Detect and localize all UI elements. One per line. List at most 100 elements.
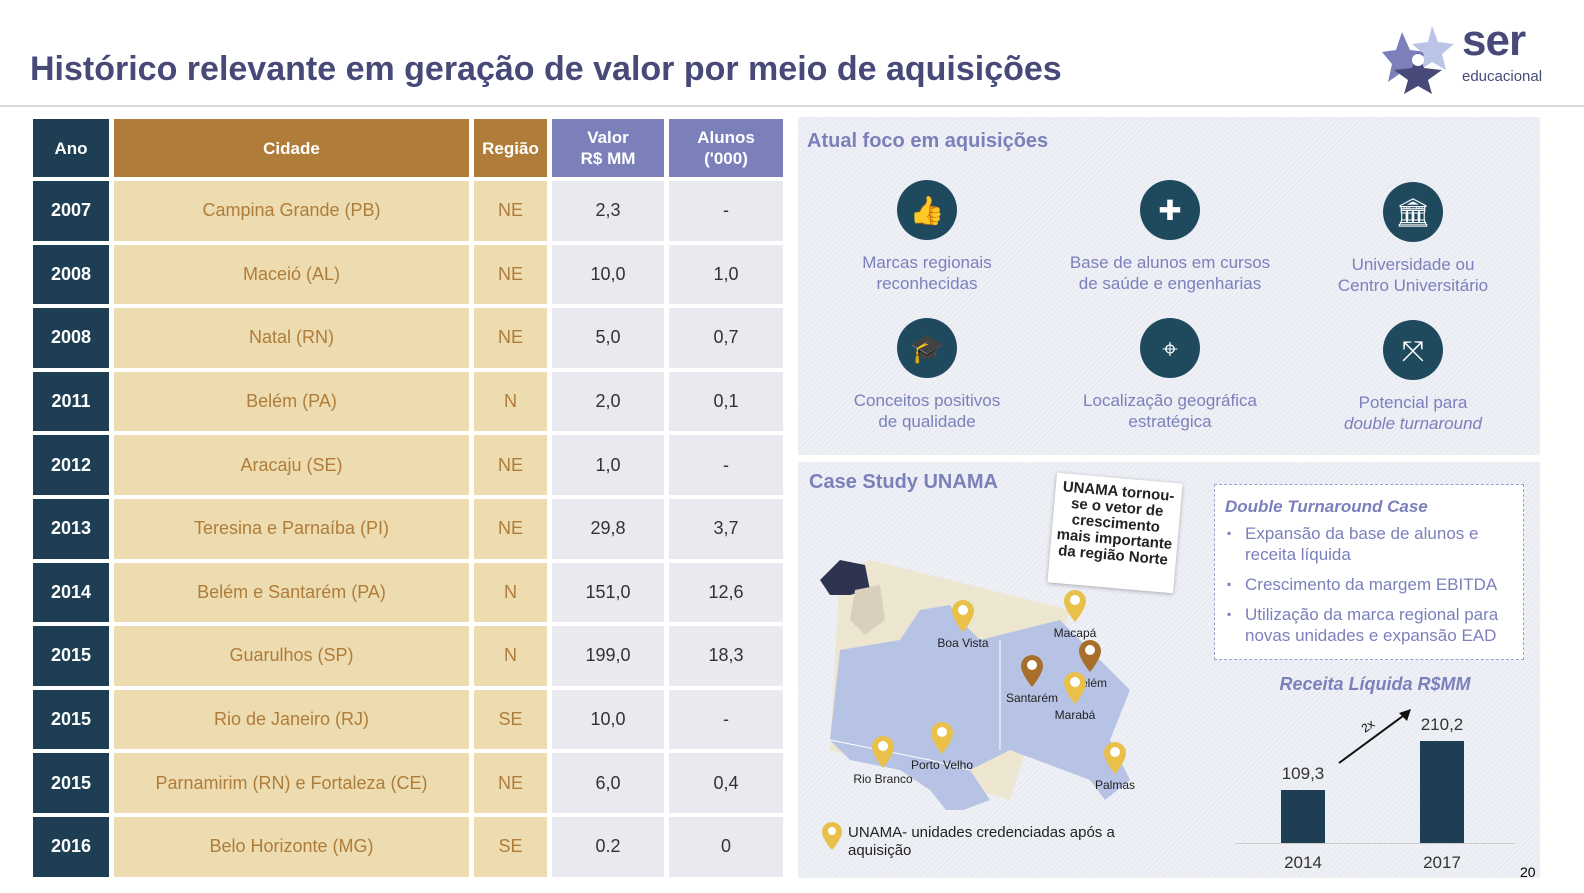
bar-2017 — [1420, 741, 1464, 843]
chart-baseline — [1235, 843, 1515, 844]
city-cell: Belém (PA) — [114, 371, 469, 432]
year-cell: 2015 — [33, 626, 109, 686]
region-cell: NE — [474, 308, 547, 368]
value-cell: 10,0 — [552, 244, 664, 305]
students-cell: - — [669, 689, 783, 750]
city-cell: Parnamirim (RN) e Fortaleza (CE) — [114, 753, 469, 813]
year-cell: 2012 — [33, 435, 109, 495]
data-label: 109,3 — [1281, 763, 1325, 783]
city-label: Belém — [1072, 676, 1107, 690]
expand-icon: ⤧ — [1383, 320, 1443, 380]
x-tick-label: 2017 — [1423, 853, 1461, 872]
ser-educacional-logo: ser educacional — [1382, 16, 1542, 94]
region-cell: NE — [474, 181, 547, 241]
star-logo-icon — [1382, 26, 1454, 94]
city-cell: Natal (RN) — [114, 308, 469, 368]
value-cell: 6,0 — [552, 753, 664, 813]
focus-label: Marcas regionais — [862, 253, 992, 272]
medical-icon: ✚ — [1140, 180, 1200, 240]
year-cell: 2016 — [33, 816, 109, 877]
city-cell: Belém e Santarém (PA) — [114, 562, 469, 623]
table-row: 2015 Guarulhos (SP) N 199,0 18,3 — [33, 626, 783, 686]
region-cell: N — [474, 626, 547, 686]
value-cell: 151,0 — [552, 562, 664, 623]
city-label: Boa Vista — [937, 636, 989, 650]
map-pin-icon — [952, 600, 974, 632]
focus-label: double turnaround — [1343, 414, 1482, 433]
table-row: 2015 Parnamirim (RN) e Fortaleza (CE) NE 6,… — [33, 753, 783, 813]
region-cell: NE — [474, 753, 547, 813]
focus-label: de qualidade — [878, 412, 976, 431]
city-pin: Porto Velho — [911, 722, 973, 772]
year-cell: 2015 — [33, 689, 109, 750]
title-divider — [0, 105, 1584, 107]
table-row: 2008 Maceió (AL) NE 10,0 1,0 — [33, 244, 783, 305]
students-cell: 1,0 — [669, 244, 783, 305]
city-pin: Marabá — [1055, 672, 1095, 722]
value-cell: 2,3 — [552, 181, 664, 241]
students-cell: 18,3 — [669, 626, 783, 686]
focus-label: reconhecidas — [876, 274, 978, 293]
focus-panel — [798, 117, 1540, 455]
region-cell: NE — [474, 244, 547, 305]
city-cell: Aracaju (SE) — [114, 435, 469, 495]
value-cell: 5,0 — [552, 308, 664, 368]
graduation-cap-icon: 🎓 — [897, 318, 957, 378]
arrow-label: 2x — [1359, 717, 1377, 736]
focus-item: 🎓 Conceitos positivos de qualidade — [807, 318, 1047, 432]
data-label: 210,2 — [1420, 715, 1464, 734]
region-cell: NE — [474, 435, 547, 495]
focus-item: ⤧ Potencial para double turnaround — [1293, 320, 1533, 434]
value-cell: 2,0 — [552, 371, 664, 432]
year-cell: 2011 — [33, 371, 109, 432]
legend-pin-icon — [822, 822, 842, 850]
focus-item: 👍 Marcas regionais reconhecidas — [807, 180, 1047, 294]
city-cell: Maceió (AL) — [114, 244, 469, 305]
city-cell: Teresina e Parnaíba (PI) — [114, 498, 469, 559]
region-cell: SE — [474, 689, 547, 750]
dtc-bullet: Crescimento da margem EBITDA — [1227, 574, 1513, 595]
focus-label: de saúde e engenharias — [1078, 274, 1262, 293]
map-pin-icon — [872, 736, 894, 768]
header-alunos: Alunos ('000) — [669, 119, 783, 177]
page-number: 20 — [1520, 864, 1536, 880]
unama-note: UNAMA tornou-se o vetor de crescimento m… — [1047, 472, 1183, 594]
map-pin-icon — [1064, 590, 1086, 622]
city-label: Palmas — [1094, 778, 1135, 792]
region-cell: N — [474, 562, 547, 623]
case-title: Case Study UNAMA — [809, 471, 998, 493]
table-row: 2015 Rio de Janeiro (RJ) SE 10,0- — [33, 689, 783, 750]
dtc-bullet: Expansão da base de alunos e receita líq… — [1227, 523, 1513, 565]
city-label: Rio Branco — [853, 772, 913, 786]
city-pin: Rio Branco — [853, 736, 913, 786]
city-label: Porto Velho — [910, 758, 974, 772]
thumbs-up-icon: 👍 — [897, 180, 957, 240]
city-label: Santarém — [1005, 691, 1059, 705]
focus-label: estratégica — [1128, 412, 1212, 431]
table-row: 2008 Natal (RN) NE 5,0 0,7 — [33, 308, 783, 368]
map-pin-icon: ⌖ — [1140, 318, 1200, 378]
city-cell: Rio de Janeiro (RJ) — [114, 689, 469, 750]
students-cell: - — [669, 435, 783, 495]
map-pin-icon — [1021, 655, 1043, 687]
region-cell: N — [474, 371, 547, 432]
year-cell: 2008 — [33, 308, 109, 368]
focus-label: Base de alunos em cursos — [1069, 253, 1271, 272]
students-cell: - — [669, 181, 783, 241]
focus-label: Conceitos positivos — [853, 391, 1001, 410]
students-cell: 0,7 — [669, 308, 783, 368]
value-cell: 0.2 — [552, 816, 664, 877]
students-cell: 0,4 — [669, 753, 783, 813]
students-cell: 3,7 — [669, 498, 783, 559]
header-ano: Ano — [33, 119, 109, 177]
region-cell: SE — [474, 816, 547, 877]
city-cell: Guarulhos (SP) — [114, 626, 469, 686]
year-cell: 2013 — [33, 498, 109, 559]
year-cell: 2008 — [33, 244, 109, 305]
dtc-bullet: Utilização da marca regional para novas … — [1227, 604, 1513, 646]
region-cell: NE — [474, 498, 547, 559]
city-pin: Boa Vista — [937, 600, 989, 650]
value-cell: 29,8 — [552, 498, 664, 559]
bar-2014 — [1281, 789, 1325, 843]
year-cell: 2007 — [33, 181, 109, 241]
